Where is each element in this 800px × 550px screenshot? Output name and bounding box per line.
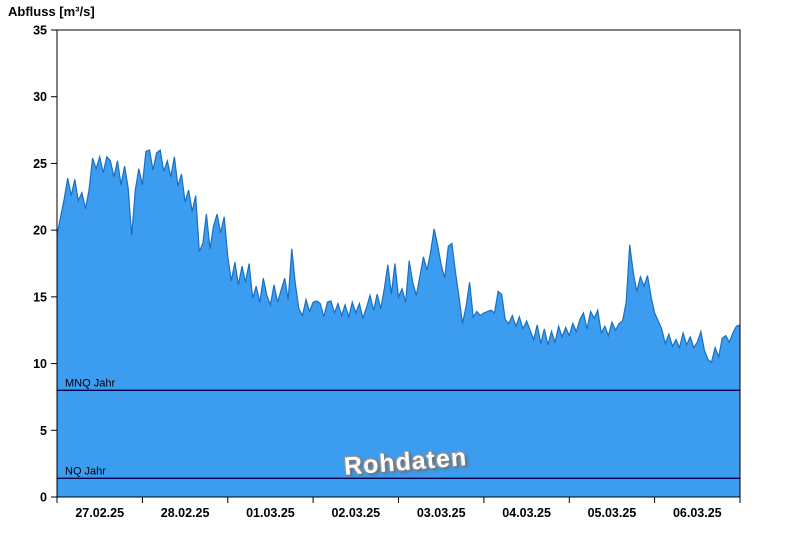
svg-text:05.03.25: 05.03.25 xyxy=(588,506,637,520)
svg-text:10: 10 xyxy=(33,357,47,371)
axes: 0 5 10 15 20 25 30 35 27.02.25 28.02.25 01.03.25 02… xyxy=(33,24,741,520)
svg-text:30: 30 xyxy=(33,90,47,104)
svg-text:MNQ Jahr: MNQ Jahr xyxy=(65,377,115,389)
svg-text:28.02.25: 28.02.25 xyxy=(161,506,210,520)
svg-text:15: 15 xyxy=(33,290,47,304)
svg-text:0: 0 xyxy=(40,491,47,505)
svg-text:20: 20 xyxy=(33,224,47,238)
svg-text:04.03.25: 04.03.25 xyxy=(502,506,551,520)
area-series xyxy=(56,149,741,497)
svg-text:06.03.25: 06.03.25 xyxy=(673,506,722,520)
svg-text:25: 25 xyxy=(33,157,47,171)
reference-lines: MNQ Jahr NQ Jahr xyxy=(57,377,740,479)
chart-title: Abfluss [m³/s] xyxy=(8,4,95,19)
svg-text:NQ Jahr: NQ Jahr xyxy=(65,465,106,477)
svg-text:01.03.25: 01.03.25 xyxy=(246,506,295,520)
svg-text:03.03.25: 03.03.25 xyxy=(417,506,466,520)
svg-text:27.02.25: 27.02.25 xyxy=(75,506,124,520)
svg-text:35: 35 xyxy=(33,24,47,38)
svg-text:02.03.25: 02.03.25 xyxy=(331,506,380,520)
svg-text:5: 5 xyxy=(40,424,47,438)
